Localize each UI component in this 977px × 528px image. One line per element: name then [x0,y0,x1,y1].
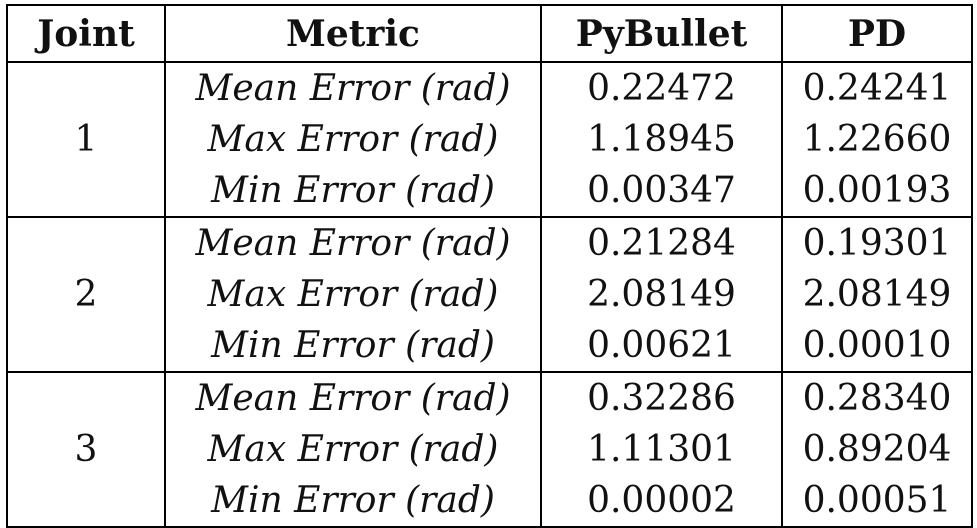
pybullet-cell: 0.21284 [540,216,783,269]
table-row: Min Error (rad) 0.00347 0.00193 [7,165,973,218]
joint-cell: 1 [6,61,166,218]
results-table: Joint Metric PyBullet PD 1 Mean Error (r… [6,4,973,528]
pybullet-cell: 0.00621 [540,320,783,373]
pybullet-cell: 2.08149 [540,269,783,320]
pd-cell: 0.24241 [781,61,973,114]
metric-cell: Min Error (rad) [164,320,542,373]
pybullet-cell: 1.11301 [540,424,783,475]
pd-cell: 0.00010 [781,320,973,373]
pd-cell: 0.19301 [781,216,973,269]
table-row: Max Error (rad) 2.08149 2.08149 [7,269,973,320]
pd-cell: 0.28340 [781,371,973,424]
table-row: 2 Mean Error (rad) 0.21284 0.19301 [6,216,973,373]
pd-cell: 1.22660 [781,114,973,165]
header-pd: PD [781,4,973,63]
header-joint: Joint [6,4,166,63]
metric-cell: Max Error (rad) [164,114,542,165]
pybullet-cell: 0.00002 [540,475,783,528]
pd-cell: 2.08149 [781,269,973,320]
metric-cell: Mean Error (rad) [164,216,542,269]
pybullet-cell: 0.22472 [540,61,783,114]
metric-cell: Mean Error (rad) [164,371,542,424]
table-row: Min Error (rad) 0.00002 0.00051 [7,475,973,528]
joint-cell: 3 [6,371,166,528]
pd-cell: 0.00051 [781,475,973,528]
header-row: Joint Metric PyBullet PD [6,4,973,63]
table-row: Min Error (rad) 0.00621 0.00010 [7,320,973,373]
table-row: 3 Mean Error (rad) 0.32286 0.28340 [6,371,973,528]
joint-cell: 2 [6,216,166,373]
pybullet-cell: 0.00347 [540,165,783,218]
header-metric: Metric [164,4,542,63]
table-row: Max Error (rad) 1.18945 1.22660 [7,114,973,165]
pd-cell: 0.89204 [781,424,973,475]
pd-cell: 0.00193 [781,165,973,218]
metric-cell: Min Error (rad) [164,165,542,218]
table-row: 1 Mean Error (rad) 0.22472 0.24241 [6,61,973,218]
metric-cell: Max Error (rad) [164,269,542,320]
table-row: Max Error (rad) 1.11301 0.89204 [7,424,973,475]
header-pybullet: PyBullet [540,4,783,63]
metric-cell: Min Error (rad) [164,475,542,528]
metric-cell: Mean Error (rad) [164,61,542,114]
metric-cell: Max Error (rad) [164,424,542,475]
pybullet-cell: 1.18945 [540,114,783,165]
pybullet-cell: 0.32286 [540,371,783,424]
